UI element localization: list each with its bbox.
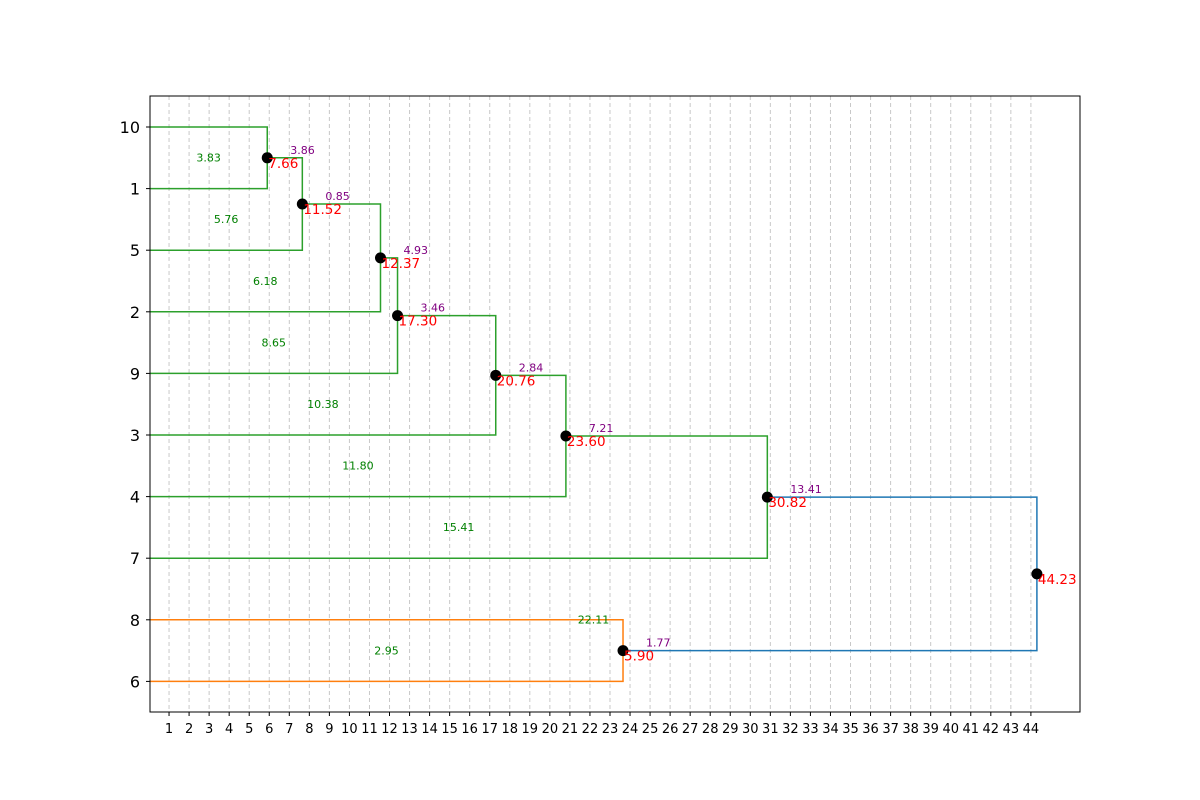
- merge-height-label: 5.90: [624, 649, 654, 665]
- x-tick-label: 13: [401, 722, 418, 737]
- merge-delta-label: 1.77: [646, 637, 671, 650]
- x-tick-label: 42: [983, 722, 1000, 737]
- branch-length-label: 22.11: [578, 614, 610, 627]
- plot-frame: [149, 95, 1081, 713]
- branch-length-label: 5.76: [214, 213, 239, 226]
- merge-height-label: 11.52: [303, 202, 342, 218]
- x-tick-label: 8: [305, 722, 313, 737]
- axes: 1 2 3 4 5 6 7 8 9 10 11 12 13 14 15 16 17 18 19 20 21 22 23 24 2…: [120, 118, 1040, 737]
- x-tick-label: 10: [341, 722, 358, 737]
- x-tick-label: 44: [1023, 722, 1040, 737]
- x-tick-label: 6: [265, 722, 273, 737]
- annotation-labels: 7.663.86 3.83 11.520.85 5.76 12.374.93 6.18 17…: [196, 144, 1076, 665]
- leaf-label: 1: [130, 180, 140, 199]
- grid-lines: [168, 96, 1032, 712]
- leaf-label: 3: [130, 426, 140, 445]
- x-tick-label: 19: [522, 722, 539, 737]
- x-tick-label: 30: [742, 722, 759, 737]
- x-tick-label: 35: [842, 722, 859, 737]
- merge-height-label: 12.37: [381, 256, 420, 272]
- x-tick-label: 36: [862, 722, 879, 737]
- leaf-label: 7: [130, 549, 140, 568]
- leaf-label: 10: [120, 118, 140, 137]
- merge-node: [392, 310, 404, 322]
- merge-delta-label: 4.93: [403, 244, 428, 257]
- x-tick-label: 26: [662, 722, 679, 737]
- x-tick-label: 2: [185, 722, 193, 737]
- x-tick-label: 11: [361, 722, 378, 737]
- x-tick-label: 17: [481, 722, 498, 737]
- leaf-label: 6: [130, 672, 140, 691]
- x-tick-label: 20: [542, 722, 559, 737]
- merge-delta-label: 7.21: [589, 422, 614, 435]
- merge-node: [261, 152, 273, 164]
- branch-length-label: 11.80: [342, 460, 374, 473]
- x-tick-label: 5: [245, 722, 253, 737]
- x-tick-label: 21: [562, 722, 579, 737]
- branch-length-label: 3.83: [196, 152, 221, 165]
- leaf-label: 8: [130, 611, 140, 630]
- merge-delta-label: 3.46: [421, 302, 446, 315]
- merge-height-label: 7.66: [268, 156, 298, 172]
- merge-height-label: 17.30: [399, 314, 438, 330]
- x-tick-label: 27: [682, 722, 699, 737]
- x-tick-label: 9: [325, 722, 333, 737]
- x-tick-label: 7: [285, 722, 293, 737]
- branch-length-label: 15.41: [443, 521, 475, 534]
- merge-height-label: 44.23: [1038, 572, 1077, 588]
- x-tick-label: 33: [802, 722, 819, 737]
- x-tick-label: 31: [762, 722, 779, 737]
- leaf-label: 4: [130, 488, 140, 507]
- merge-delta-label: 13.41: [790, 483, 822, 496]
- leaf-label: 5: [130, 241, 140, 260]
- merge-height-label: 30.82: [768, 495, 807, 511]
- x-tick-label: 25: [642, 722, 659, 737]
- x-tick-label: 3: [205, 722, 213, 737]
- x-tick-label: 38: [902, 722, 919, 737]
- x-tick-label: 43: [1003, 722, 1020, 737]
- x-tick-label: 29: [722, 722, 739, 737]
- x-tick-label: 24: [622, 722, 639, 737]
- x-tick-label: 40: [942, 722, 959, 737]
- merge-delta-label: 0.85: [325, 190, 350, 203]
- merge-delta-label: 3.86: [290, 144, 315, 157]
- branch-length-label: 2.95: [374, 644, 399, 657]
- x-tick-label: 1: [165, 722, 173, 737]
- x-tick-label: 28: [702, 722, 719, 737]
- merge-node: [374, 252, 386, 264]
- x-tick-label: 23: [602, 722, 619, 737]
- x-tick-label: 32: [782, 722, 799, 737]
- merge-node: [490, 369, 502, 381]
- x-tick-label: 34: [822, 722, 839, 737]
- x-tick-label: 12: [381, 722, 398, 737]
- branch-length-label: 8.65: [262, 336, 287, 349]
- leaf-label: 9: [130, 364, 140, 383]
- merge-height-label: 20.76: [497, 373, 536, 389]
- x-tick-label: 41: [962, 722, 979, 737]
- x-tick-label: 14: [421, 722, 438, 737]
- merge-node: [617, 645, 629, 657]
- x-tick-label: 4: [225, 722, 233, 737]
- merge-node: [296, 198, 308, 210]
- merge-nodes: [261, 152, 1043, 657]
- leaf-label: 2: [130, 303, 140, 322]
- branch-length-label: 10.38: [307, 398, 339, 411]
- x-tick-label: 18: [502, 722, 519, 737]
- merge-node: [560, 430, 572, 442]
- merge-height-label: 23.60: [567, 434, 606, 450]
- x-tick-label: 16: [461, 722, 478, 737]
- branch-length-label: 6.18: [253, 275, 278, 288]
- x-tick-label: 39: [922, 722, 939, 737]
- merge-node: [1031, 568, 1043, 580]
- merge-node: [761, 491, 773, 503]
- x-tick-label: 15: [441, 722, 458, 737]
- x-tick-label: 22: [582, 722, 599, 737]
- merge-delta-label: 2.84: [519, 361, 544, 374]
- x-tick-label: 37: [882, 722, 899, 737]
